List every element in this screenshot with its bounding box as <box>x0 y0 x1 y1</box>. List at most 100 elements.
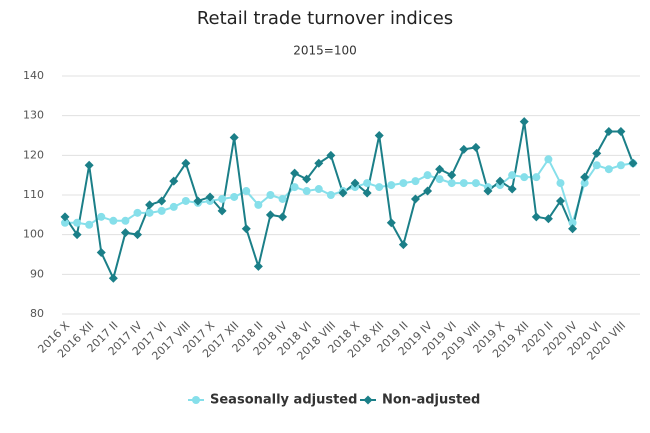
data-point <box>568 218 577 227</box>
data-point <box>85 220 94 229</box>
y-tick-label: 140 <box>23 69 44 82</box>
data-point <box>120 228 130 238</box>
data-point <box>145 208 154 217</box>
data-point <box>302 187 311 196</box>
data-point <box>616 161 625 170</box>
data-point <box>387 181 396 190</box>
data-point <box>532 173 541 182</box>
data-point <box>459 179 468 188</box>
data-point <box>628 158 638 168</box>
y-tick-label: 130 <box>23 109 44 122</box>
data-point <box>375 183 384 192</box>
y-tick-label: 80 <box>30 307 44 320</box>
data-point <box>326 150 336 160</box>
data-point <box>386 218 396 228</box>
data-point <box>218 194 227 203</box>
data-point <box>109 216 118 225</box>
data-point <box>471 179 480 188</box>
data-point <box>253 261 263 271</box>
data-point <box>157 206 166 215</box>
chart-subtitle: 2015=100 <box>293 44 357 58</box>
data-point <box>181 196 190 205</box>
data-point <box>72 230 82 240</box>
data-point <box>338 188 348 198</box>
data-point <box>193 196 203 206</box>
data-point <box>362 188 372 198</box>
data-point <box>108 273 118 283</box>
data-point <box>580 179 589 188</box>
data-point <box>374 131 384 140</box>
data-point <box>555 196 565 206</box>
data-point <box>519 117 529 127</box>
data-point <box>604 165 613 174</box>
data-point <box>592 161 601 170</box>
data-point <box>326 191 335 199</box>
data-point <box>230 192 239 201</box>
data-point <box>242 187 251 196</box>
data-point <box>411 177 420 186</box>
series-line <box>64 121 634 282</box>
data-point <box>145 200 155 210</box>
data-point <box>278 212 288 222</box>
data-point <box>314 185 323 194</box>
data-point <box>507 184 517 194</box>
data-point <box>483 186 493 196</box>
data-point <box>266 191 275 199</box>
data-point <box>459 144 469 154</box>
y-tick-label: 100 <box>23 228 44 241</box>
data-point <box>423 186 433 196</box>
data-point <box>363 179 372 188</box>
data-point <box>471 142 481 152</box>
data-point <box>399 179 408 188</box>
data-point <box>544 155 553 164</box>
data-point <box>398 240 408 250</box>
data-point <box>96 248 106 258</box>
data-point <box>265 210 275 220</box>
chart-title: Retail trade turnover indices <box>197 8 453 29</box>
data-point <box>568 224 578 234</box>
data-point <box>616 127 626 137</box>
data-point <box>508 171 517 180</box>
data-point <box>97 212 106 221</box>
data-point <box>495 176 505 186</box>
data-point <box>447 179 456 188</box>
data-point <box>133 230 143 240</box>
data-point <box>254 200 263 209</box>
legend-marker <box>192 396 200 404</box>
data-point <box>181 158 191 168</box>
data-point <box>543 214 553 224</box>
y-tick-label: 120 <box>23 148 44 161</box>
y-tick-label: 90 <box>30 267 44 280</box>
data-point <box>241 224 251 234</box>
data-point <box>580 172 590 182</box>
data-point <box>217 206 227 216</box>
y-tick-label: 110 <box>23 188 44 201</box>
legend-label: Seasonally adjusted <box>210 393 357 408</box>
data-point <box>290 168 300 178</box>
data-point <box>290 183 299 192</box>
data-point <box>278 194 287 203</box>
data-point <box>350 178 360 188</box>
legend-label: Non-adjusted <box>382 393 480 408</box>
data-point <box>556 179 565 188</box>
data-point <box>157 196 167 206</box>
data-point <box>314 158 324 168</box>
data-point <box>531 212 541 222</box>
data-point <box>133 208 142 217</box>
data-point <box>447 170 457 180</box>
data-point <box>435 164 445 174</box>
data-point <box>435 175 444 184</box>
data-point <box>604 127 614 137</box>
data-point <box>423 171 432 180</box>
data-point <box>410 194 420 204</box>
legend-marker <box>363 395 373 405</box>
data-point <box>169 176 179 186</box>
data-point <box>520 173 529 182</box>
data-point <box>121 216 130 225</box>
data-point <box>61 218 69 227</box>
data-point <box>229 132 239 142</box>
data-point <box>84 160 94 170</box>
data-point <box>60 212 70 222</box>
data-point <box>205 192 215 202</box>
